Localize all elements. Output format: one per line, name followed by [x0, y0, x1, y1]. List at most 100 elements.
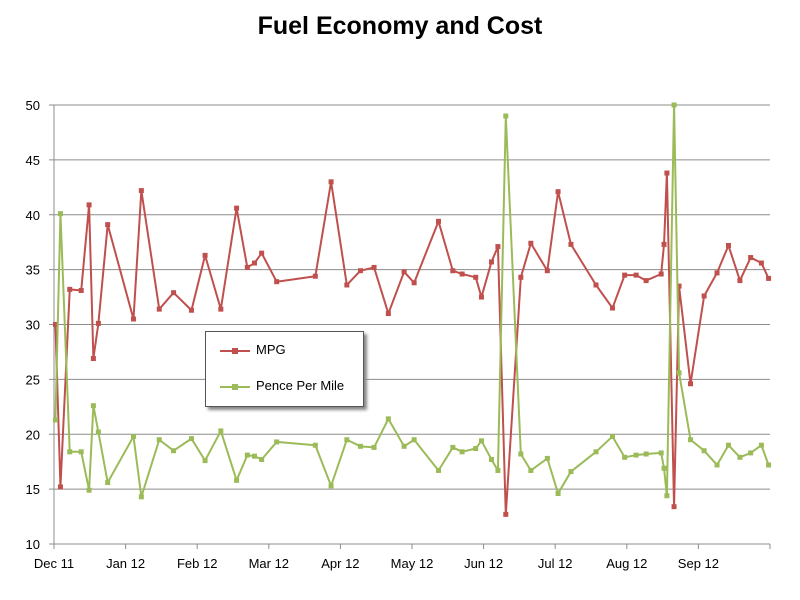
x-tick-label: Feb 12 [177, 556, 217, 571]
y-tick-label: 40 [26, 208, 40, 223]
mpg-data-point [758, 260, 764, 266]
mpg-data-point [748, 255, 754, 261]
mpg-data-point [57, 484, 63, 490]
mpg-data-point [344, 282, 350, 288]
pence-per-mile-data-point [737, 454, 743, 460]
pence-per-mile-data-point [609, 433, 615, 439]
pence-per-mile-data-point [67, 449, 73, 455]
pence-per-mile-data-point [57, 211, 63, 217]
mpg-data-point [661, 241, 667, 247]
mpg-data-point [105, 222, 111, 228]
pence-per-mile-data-point [714, 462, 720, 468]
mpg-data-point [259, 250, 265, 256]
pence-per-mile-data-point [518, 451, 524, 457]
pence-per-mile-data-point [171, 448, 177, 454]
mpg-data-point [234, 205, 240, 211]
pence-per-mile-data-point [643, 451, 649, 457]
x-tick-label: Aug 12 [606, 556, 647, 571]
y-tick-label: 20 [26, 427, 40, 442]
pence-per-mile-data-point [658, 450, 664, 456]
gridlines [54, 104, 770, 490]
pence-per-mile-data-point [218, 428, 224, 434]
mpg-data-point [737, 278, 743, 284]
tick-labels: 10 15 20 25 30 35 40 45 50 Dec 11 Jan 12 Feb 12 Mar … [26, 98, 719, 571]
mpg-data-point [90, 356, 96, 362]
pence-per-mile-data-point [459, 449, 465, 455]
pence-per-mile-data-point [259, 456, 265, 462]
mpg-data-point [725, 242, 731, 248]
pence-per-mile-data-point [202, 458, 208, 464]
legend-label-pence-per-mile: Pence Per Mile [256, 378, 345, 393]
x-tick-label: Dec 11 [34, 556, 74, 571]
pence-per-mile-data-point [528, 467, 534, 473]
mpg-data-point [478, 294, 484, 300]
mpg-data-point [622, 272, 628, 278]
x-tick-label: Jan 12 [106, 556, 145, 571]
mpg-data-point [488, 259, 494, 265]
pence-per-mile-data-point [371, 444, 377, 450]
mpg-data-point [518, 274, 524, 280]
pence-per-mile-data-point [701, 448, 707, 454]
mpg-data-point [130, 316, 136, 322]
mpg-data-point [671, 504, 677, 510]
mpg-data-point [766, 275, 772, 281]
mpg-data-point [633, 272, 639, 278]
pence-per-mile-data-point [758, 442, 764, 448]
pence-per-mile-data-point [473, 446, 479, 452]
mpg-data-point [188, 307, 194, 313]
mpg-data-point [528, 240, 534, 246]
pence-per-mile-data-point [664, 493, 670, 499]
mpg-data-point [568, 241, 574, 247]
mpg-data-point [495, 244, 501, 250]
mpg-data-point [218, 306, 224, 312]
mpg-data-point [251, 260, 257, 266]
mpg-data-point [435, 218, 441, 224]
mpg-data-point [202, 252, 208, 258]
y-tick-label: 15 [26, 482, 40, 497]
mpg-data-point [78, 287, 84, 293]
mpg-data-point [371, 264, 377, 270]
mpg-data-point [503, 511, 509, 517]
pence-per-mile-data-point [555, 491, 561, 497]
legend-label-mpg: MPG [256, 342, 286, 357]
pence-per-mile-data-point [671, 102, 677, 108]
pence-per-mile-data-point [95, 429, 101, 435]
mpg-data-point [609, 305, 615, 311]
pence-per-mile-data-point [450, 444, 456, 450]
mpg-data-point [664, 170, 670, 176]
y-tick-label: 25 [26, 372, 40, 387]
chart-title: Fuel Economy and Cost [257, 12, 543, 40]
x-tick-label: Jun 12 [464, 556, 503, 571]
mpg-data-point [385, 311, 391, 317]
pence-per-mile-data-point [52, 417, 58, 423]
mpg-data-point [473, 274, 479, 280]
pence-legend-swatch [220, 381, 250, 393]
series-layer [52, 102, 772, 517]
x-tick-label: Mar 12 [249, 556, 289, 571]
mpg-data-point [658, 271, 664, 277]
pence-per-mile-data-point [725, 442, 731, 448]
mpg-data-point [401, 269, 407, 275]
pence-per-mile-data-point [251, 453, 257, 459]
pence-per-mile-data-point [234, 477, 240, 483]
mpg-data-point [67, 286, 73, 292]
mpg-data-point [701, 293, 707, 299]
mpg-data-point [544, 268, 550, 274]
pence-per-mile-data-point [78, 449, 84, 455]
x-tick-label: Jul 12 [538, 556, 573, 571]
y-tick-label: 30 [26, 318, 40, 333]
pence-per-mile-data-point [495, 467, 501, 473]
mpg-data-point [138, 188, 144, 194]
y-tick-label: 50 [26, 98, 40, 113]
pence-per-mile-data-point [633, 452, 639, 458]
pence-per-mile-data-point [357, 443, 363, 449]
mpg-data-point [171, 290, 177, 296]
mpg-series-line [54, 172, 770, 516]
mpg-data-point [714, 270, 720, 276]
mpg-data-point [593, 282, 599, 288]
mpg-data-point [328, 179, 334, 185]
mpg-data-point [643, 278, 649, 284]
y-tick-label: 45 [26, 153, 40, 168]
pence-per-mile-data-point [188, 436, 194, 442]
